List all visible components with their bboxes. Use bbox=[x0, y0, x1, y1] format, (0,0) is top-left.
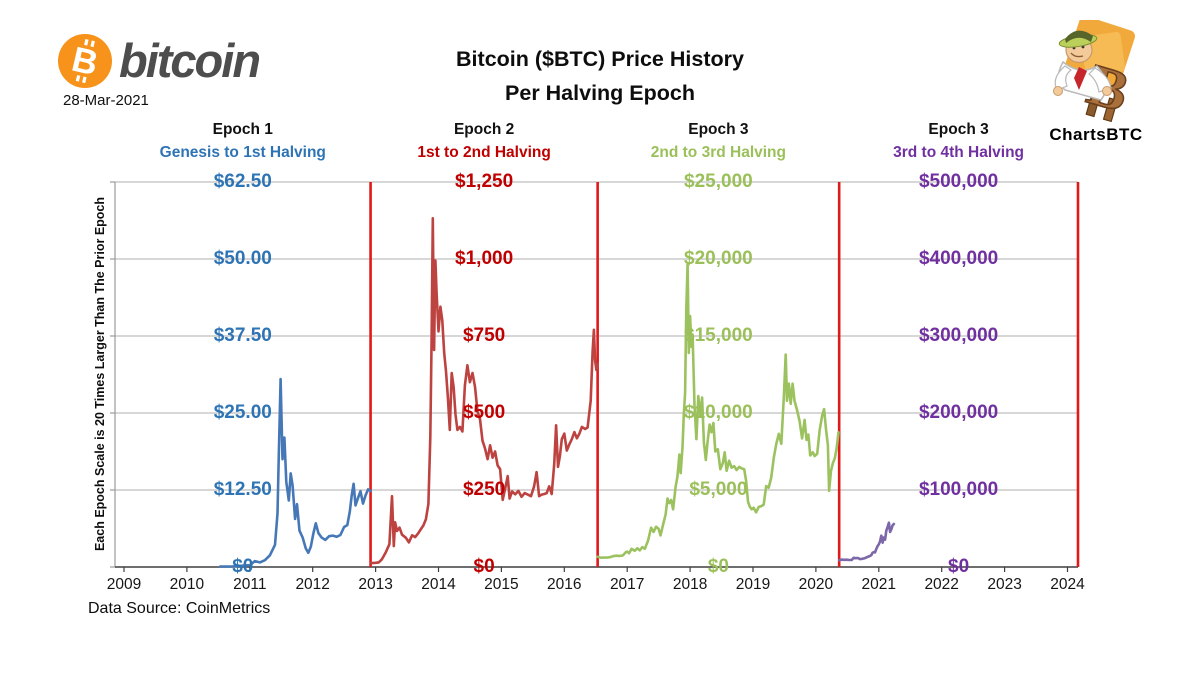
price-line-epoch-2 bbox=[369, 217, 599, 565]
page-title-line2: Per Halving Epoch bbox=[505, 81, 695, 105]
bitcoin-wordmark: bitcoin bbox=[119, 34, 261, 87]
y-axis-title: Each Epoch Scale is 20 Times Larger Than… bbox=[93, 196, 107, 552]
bitcoin-coin-icon: B bbox=[58, 34, 112, 88]
price-line-epoch-3 bbox=[596, 263, 840, 560]
chart-date: 28-Mar-2021 bbox=[63, 92, 149, 109]
price-line-epoch-4 bbox=[837, 521, 896, 562]
chartsbtc-label: ChartsBTC bbox=[1049, 125, 1143, 144]
chartsbtc-brand: B ChartsBTC bbox=[1026, 16, 1166, 145]
page-title: Bitcoin ($BTC) Price History Per Halving… bbox=[300, 42, 900, 110]
bitcoin-logo: B bitcoin bbox=[58, 34, 261, 88]
page-title-line1: Bitcoin ($BTC) Price History bbox=[456, 47, 744, 71]
price-line-epoch-1 bbox=[218, 377, 372, 568]
chartsbtc-mascot-icon: B bbox=[1053, 16, 1137, 125]
data-source-note: Data Source: CoinMetrics bbox=[88, 600, 271, 617]
